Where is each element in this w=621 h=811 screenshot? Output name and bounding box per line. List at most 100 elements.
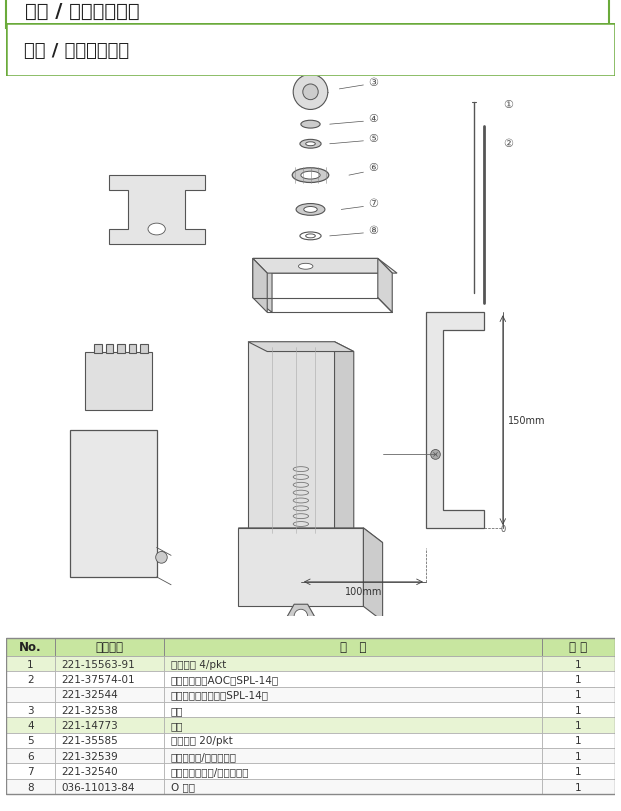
Polygon shape (238, 528, 363, 607)
Text: 1: 1 (575, 705, 582, 714)
Polygon shape (253, 259, 392, 274)
FancyBboxPatch shape (165, 779, 542, 794)
Text: ③: ③ (368, 78, 378, 88)
Text: 1: 1 (575, 659, 582, 669)
FancyBboxPatch shape (55, 779, 165, 794)
Text: GC-14A/B: GC-14A/B (41, 58, 104, 71)
FancyBboxPatch shape (542, 687, 615, 702)
FancyBboxPatch shape (6, 763, 55, 779)
FancyBboxPatch shape (542, 749, 615, 763)
Polygon shape (70, 431, 156, 577)
Text: 分流 / 不分流进样口: 分流 / 不分流进样口 (24, 41, 130, 60)
Text: 2: 2 (27, 674, 34, 684)
Text: 1: 1 (575, 689, 582, 699)
Ellipse shape (304, 208, 317, 213)
FancyBboxPatch shape (542, 763, 615, 779)
FancyBboxPatch shape (55, 687, 165, 702)
Polygon shape (253, 259, 397, 274)
Polygon shape (248, 342, 354, 352)
FancyBboxPatch shape (55, 637, 165, 656)
Text: 4: 4 (27, 720, 34, 730)
FancyBboxPatch shape (165, 763, 542, 779)
Text: 支架: 支架 (171, 705, 183, 714)
FancyBboxPatch shape (55, 656, 165, 672)
Polygon shape (248, 342, 335, 538)
Text: 橡胶隔垫 20/pkt: 橡胶隔垫 20/pkt (171, 736, 232, 745)
Text: 8: 8 (27, 782, 34, 792)
Text: 分流 / 不分流进样口: 分流 / 不分流进样口 (25, 2, 140, 20)
FancyBboxPatch shape (6, 637, 55, 656)
Text: 玻璃衬管（不分流、SPL-14）: 玻璃衬管（不分流、SPL-14） (171, 689, 268, 699)
Text: 1: 1 (575, 674, 582, 684)
Ellipse shape (306, 143, 315, 147)
Text: 100mm: 100mm (345, 586, 382, 596)
Text: 221-14773: 221-14773 (61, 720, 118, 730)
Text: 1: 1 (575, 736, 582, 745)
FancyBboxPatch shape (55, 672, 165, 687)
Polygon shape (378, 259, 392, 313)
FancyBboxPatch shape (55, 749, 165, 763)
Text: ①: ① (503, 100, 513, 109)
FancyBboxPatch shape (542, 718, 615, 733)
Text: 221-32539: 221-32539 (61, 751, 118, 761)
FancyBboxPatch shape (55, 733, 165, 749)
Bar (106, 344, 114, 354)
Text: 1: 1 (27, 659, 34, 669)
FancyBboxPatch shape (165, 687, 542, 702)
Text: 产品编号: 产品编号 (96, 641, 124, 654)
Circle shape (431, 450, 440, 460)
FancyBboxPatch shape (6, 24, 615, 77)
Text: 1: 1 (575, 766, 582, 776)
Text: GC-14A/B: GC-14A/B (25, 55, 84, 65)
FancyBboxPatch shape (6, 733, 55, 749)
Polygon shape (109, 176, 205, 244)
Polygon shape (335, 342, 354, 548)
Text: 1: 1 (575, 720, 582, 730)
Text: 221-35585: 221-35585 (61, 736, 118, 745)
FancyBboxPatch shape (542, 733, 615, 749)
Ellipse shape (306, 234, 315, 238)
Text: ④: ④ (368, 114, 378, 124)
FancyBboxPatch shape (165, 656, 542, 672)
FancyBboxPatch shape (542, 637, 615, 656)
Text: 1: 1 (575, 782, 582, 792)
Text: 036-11013-84: 036-11013-84 (61, 782, 135, 792)
Text: 描   述: 描 述 (340, 641, 366, 654)
FancyBboxPatch shape (165, 718, 542, 733)
FancyBboxPatch shape (6, 702, 55, 718)
FancyBboxPatch shape (542, 672, 615, 687)
FancyBboxPatch shape (542, 702, 615, 718)
Ellipse shape (300, 140, 321, 149)
Polygon shape (253, 259, 272, 313)
Bar (117, 344, 125, 354)
FancyBboxPatch shape (165, 672, 542, 687)
Ellipse shape (148, 224, 165, 236)
Text: 6: 6 (27, 751, 34, 761)
FancyBboxPatch shape (6, 779, 55, 794)
FancyBboxPatch shape (6, 718, 55, 733)
Circle shape (156, 551, 167, 564)
Text: 221-32544: 221-32544 (61, 689, 118, 699)
Circle shape (293, 75, 328, 110)
FancyBboxPatch shape (6, 749, 55, 763)
Polygon shape (426, 313, 484, 528)
Text: 数 量: 数 量 (569, 641, 587, 654)
FancyBboxPatch shape (165, 749, 542, 763)
Ellipse shape (299, 264, 313, 270)
Text: ②: ② (503, 139, 513, 148)
Text: 5: 5 (27, 736, 34, 745)
Text: 0: 0 (501, 524, 506, 533)
Text: 7: 7 (27, 766, 34, 776)
Bar (129, 344, 137, 354)
FancyBboxPatch shape (55, 718, 165, 733)
FancyBboxPatch shape (55, 702, 165, 718)
FancyBboxPatch shape (165, 733, 542, 749)
Ellipse shape (292, 169, 329, 183)
Circle shape (303, 85, 318, 101)
FancyBboxPatch shape (6, 687, 55, 702)
Circle shape (294, 610, 307, 623)
Text: 螺母，分流/不分流进样: 螺母，分流/不分流进样 (171, 751, 237, 761)
Polygon shape (84, 352, 152, 411)
Text: 衬管（分流、AOC、SPL-14）: 衬管（分流、AOC、SPL-14） (171, 674, 279, 684)
Polygon shape (253, 259, 267, 313)
